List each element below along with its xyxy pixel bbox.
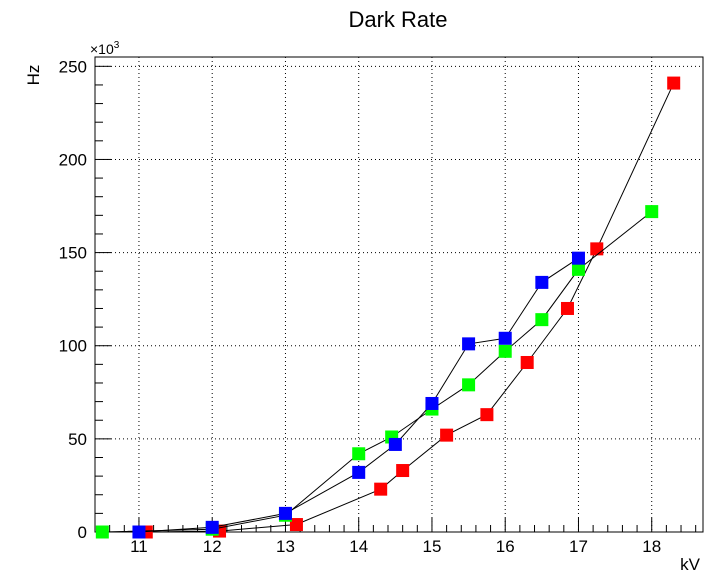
- data-point: [425, 396, 439, 410]
- y-tick-label: 0: [78, 523, 87, 542]
- data-point: [535, 275, 549, 289]
- x-tick-label: 14: [349, 537, 368, 556]
- x-tick-label: 12: [203, 537, 222, 556]
- x-tick-label: 15: [423, 537, 442, 556]
- x-axis: 11 12 13 14 15 16 17 18: [94, 518, 697, 556]
- series-line: [146, 82, 675, 533]
- data-point: [352, 465, 366, 479]
- x-tick-label: 16: [496, 537, 515, 556]
- data-point: [645, 205, 659, 219]
- data-point: [374, 482, 388, 496]
- x-tick-label: 13: [276, 537, 295, 556]
- data-point: [560, 301, 574, 315]
- y-axis: 0 50 100 150 200 250: [59, 57, 111, 542]
- data-point: [396, 464, 410, 478]
- series-3: [132, 251, 585, 539]
- data-point: [667, 76, 681, 90]
- data-point: [278, 506, 292, 520]
- plot-frame: [94, 56, 704, 533]
- data-point: [388, 437, 402, 451]
- x-tick-label: 11: [130, 537, 148, 556]
- y-axis-title: Hz: [24, 65, 43, 86]
- data-point: [95, 525, 109, 539]
- data-point: [498, 344, 512, 358]
- data-point: [535, 313, 549, 327]
- data-point: [289, 518, 303, 532]
- y-axis-multiplier: ×103: [90, 40, 120, 57]
- data-series: [95, 76, 681, 539]
- data-point: [571, 251, 585, 265]
- data-point: [205, 520, 219, 534]
- data-point: [520, 355, 534, 369]
- data-point: [440, 428, 454, 442]
- x-tick-label: 17: [569, 537, 588, 556]
- series-line: [138, 257, 579, 533]
- data-point: [462, 378, 476, 392]
- series-1: [139, 76, 681, 539]
- data-point: [571, 262, 585, 276]
- chart-title: Dark Rate: [348, 7, 447, 32]
- x-tick-label: 18: [642, 537, 661, 556]
- y-tick-label: 100: [59, 337, 87, 356]
- y-tick-label: 50: [68, 430, 87, 449]
- data-point: [480, 408, 494, 422]
- x-axis-title: kV: [680, 555, 701, 574]
- grid-lines: [95, 57, 703, 532]
- data-point: [590, 242, 604, 256]
- data-point: [498, 331, 512, 345]
- y-tick-label: 250: [59, 57, 87, 76]
- y-tick-label: 200: [59, 150, 87, 169]
- y-tick-label: 150: [59, 244, 87, 263]
- data-point: [352, 447, 366, 461]
- data-point: [462, 337, 476, 351]
- data-point: [132, 525, 146, 539]
